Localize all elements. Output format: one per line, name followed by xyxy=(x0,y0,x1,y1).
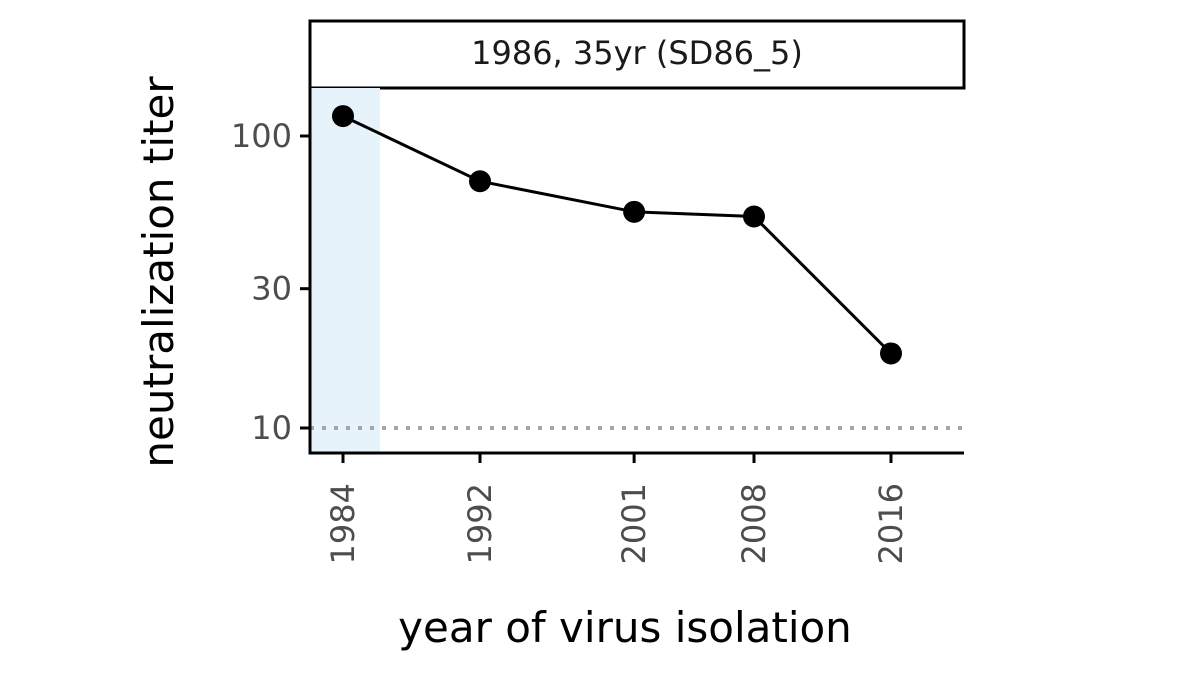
highlight-band xyxy=(310,88,380,453)
facet-strip: 1986, 35yr (SD86_5) xyxy=(308,19,966,90)
y-axis: 10 30 100 xyxy=(231,117,310,447)
x-axis: 1984 1992 2001 2008 2016 xyxy=(324,453,910,564)
data-point xyxy=(332,105,354,128)
plot-panel xyxy=(308,88,964,455)
x-axis-title: year of virus isolation xyxy=(398,603,852,652)
data-point xyxy=(743,205,765,228)
data-point xyxy=(880,342,902,365)
data-point xyxy=(469,170,491,193)
facet-strip-box xyxy=(308,19,966,90)
x-tick-label: 1984 xyxy=(324,483,362,564)
data-point xyxy=(623,200,646,223)
x-tick-label: 1992 xyxy=(461,483,499,564)
x-tick-label: 2016 xyxy=(872,483,910,564)
y-tick-label: 10 xyxy=(251,409,292,447)
x-tick-label: 2001 xyxy=(615,483,653,564)
y-tick-label: 100 xyxy=(231,117,292,155)
x-tick-label: 2008 xyxy=(735,483,773,564)
series-line xyxy=(342,114,893,355)
y-axis-title: neutralization titer xyxy=(134,76,183,468)
facet-strip-label: 1986, 35yr (SD86_5) xyxy=(471,34,803,72)
y-tick-label: 30 xyxy=(251,270,292,308)
